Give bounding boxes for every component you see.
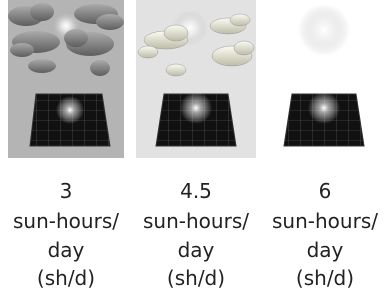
- panel-partly-cloudy: [136, 0, 256, 158]
- caption-abbr: (sh/d): [167, 266, 225, 290]
- caption-unit: sun-hours/: [143, 209, 249, 233]
- caption-unit: sun-hours/: [13, 209, 119, 233]
- caption-value: 6: [319, 179, 332, 203]
- caption-value: 3: [60, 179, 73, 203]
- caption-unit: sun-hours/: [272, 209, 378, 233]
- captions: 3 sun-hours/day (sh/d) 4.5 sun-hours/day (sh/…: [13, 179, 378, 290]
- panel-overcast: [8, 0, 124, 158]
- caption-per: day: [178, 238, 215, 262]
- caption-per: day: [48, 238, 85, 262]
- illustration: 3 sun-hours/day (sh/d) 4.5 sun-hours/day (sh/…: [0, 0, 392, 294]
- caption-per: day: [307, 238, 344, 262]
- caption-abbr: (sh/d): [296, 266, 354, 290]
- caption-value: 4.5: [180, 179, 212, 203]
- panel-sunny: [265, 0, 385, 158]
- caption-abbr: (sh/d): [37, 266, 95, 290]
